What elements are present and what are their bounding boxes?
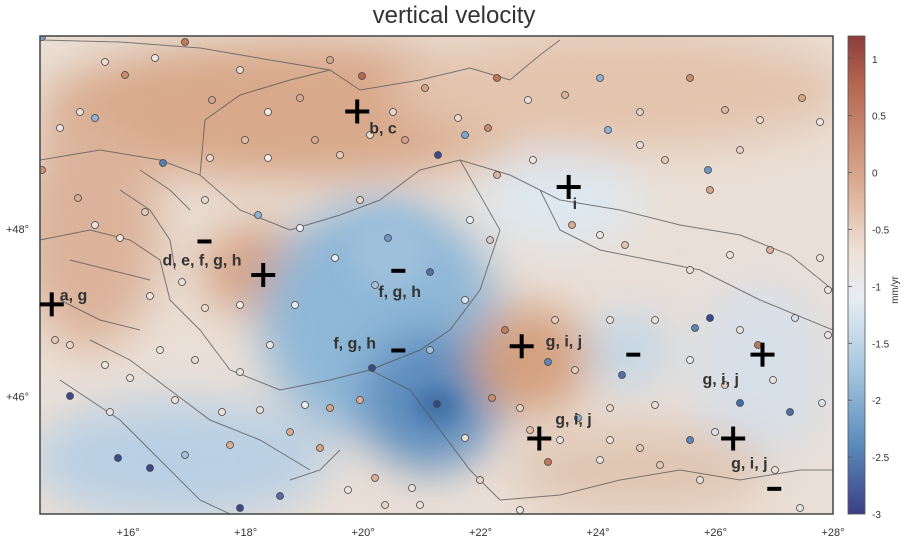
colorbar-tick-label: -3 [872,510,881,521]
colorbar-tick-label: 0.5 [872,112,886,123]
uplift-marker: g, i, j [509,333,582,359]
y-axis-ticks: +48° +46° [6,224,29,404]
subsidence-marker: d, e, f, g, h [162,239,242,269]
colorbar-ticks: 1 0.5 0 -0.5 -1 -1.5 -2 -2.5 -3 [848,55,890,521]
colorbar-tick-label: -1.5 [872,339,890,350]
colorbar-tick-label: -2 [872,396,881,407]
colorbar-tick-label: 0 [872,169,878,180]
subsidence-marker: f, g, h [333,335,406,353]
y-tick-label: +46° [6,392,29,404]
subsidence-marker: f, g, h [378,268,421,301]
map-title: vertical velocity [372,2,536,29]
marker-label: b, c [369,120,397,137]
marker-label: i [573,196,577,213]
x-tick-label: +26° [704,527,727,539]
map-frame [39,35,834,515]
marker-label: g, i, j [555,412,591,429]
x-tick-label: +18° [234,527,257,539]
x-tick-label: +20° [352,527,375,539]
uplift-marker: g, i, j [721,426,768,473]
uplift-marker: i [556,174,581,213]
anomaly-markers: b, c i d, e, f, g, h a, g f, g, h f, g, h g, i… [39,99,782,491]
marker-label: f, g, h [333,335,376,352]
marker-label: d, e, f, g, h [162,252,241,269]
y-tick-label: +48° [6,224,29,236]
uplift-marker: g, i, j [527,412,592,451]
uplift-marker: g, i, j [703,342,775,389]
marker-label: g, i, j [703,372,739,389]
colorbar-tick-label: -0.5 [872,225,890,236]
x-tick-label: +28° [821,527,844,539]
uplift-marker [251,263,276,287]
colorbar [847,35,866,515]
gps-stations [40,36,832,514]
colorbar-tick-label: 1 [872,55,878,66]
marker-label: f, g, h [378,284,421,301]
colorbar-unit: mm/yr [890,275,901,303]
x-tick-label: +24° [587,527,610,539]
colorbar-tick-label: -1 [872,282,881,293]
uplift-marker: b, c [345,99,397,137]
uplift-marker: a, g [39,287,88,317]
marker-label: a, g [60,287,88,304]
x-tick-label: +22° [469,527,492,539]
x-tick-label: +16° [117,527,140,539]
x-axis-ticks: +16° +18° +20° +22° +24° +26° +28° [117,527,845,539]
marker-label: g, i, j [731,456,767,473]
colorbar-tick-label: -2.5 [872,453,890,464]
velocity-field [40,36,833,514]
marker-label: g, i, j [546,333,582,350]
